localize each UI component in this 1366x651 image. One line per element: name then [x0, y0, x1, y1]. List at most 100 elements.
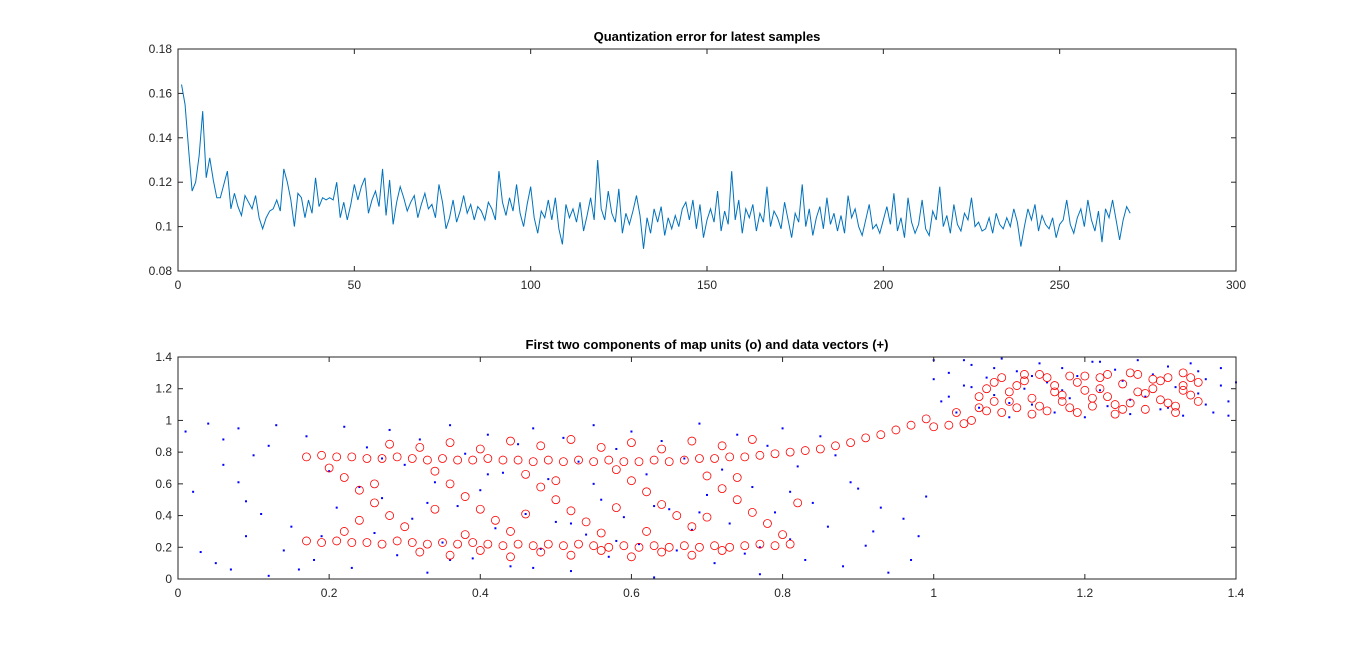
data-vector-point	[985, 376, 988, 379]
map-unit-marker	[642, 487, 651, 497]
data-vector-point	[713, 562, 716, 565]
map-unit-marker	[1004, 396, 1014, 406]
map-unit-marker	[596, 546, 606, 555]
map-unit-marker	[989, 396, 999, 406]
map-unit-marker	[1103, 370, 1112, 379]
data-vector-point	[1189, 362, 1192, 365]
map-unit-marker	[1171, 401, 1180, 411]
data-vector-point	[1129, 413, 1132, 416]
x-tick-label: 0.6	[623, 586, 640, 600]
data-vector-point	[962, 359, 965, 362]
data-vector-point	[706, 493, 708, 496]
map-unit-marker	[1103, 392, 1112, 402]
map-unit-marker	[1057, 390, 1067, 400]
data-vector-point	[501, 471, 504, 474]
y-tick-label: 0.16	[149, 86, 173, 100]
data-vector-point	[1204, 403, 1207, 406]
map-unit-marker	[664, 542, 674, 552]
x-tick-label: 100	[521, 278, 541, 292]
map-unit-marker	[755, 539, 765, 549]
data-vector-point	[932, 378, 935, 381]
data-vector-point	[479, 489, 482, 492]
map-unit-marker	[891, 425, 901, 435]
plot1-series-group	[181, 84, 1131, 249]
data-vector-point	[403, 463, 406, 466]
map-unit-marker	[1027, 409, 1037, 419]
map-unit-marker	[543, 539, 553, 549]
map-unit-marker	[785, 447, 795, 457]
map-unit-marker	[959, 419, 969, 429]
map-unit-marker	[513, 539, 523, 549]
data-vector-point	[615, 539, 618, 542]
map-unit-marker	[506, 527, 515, 536]
data-vector-point	[365, 446, 368, 449]
data-vector-point	[207, 422, 210, 425]
y-tick-label: 0.18	[149, 42, 173, 56]
map-unit-marker	[657, 500, 667, 509]
data-vector-point	[297, 568, 300, 571]
data-vector-point	[222, 438, 225, 441]
map-unit-marker	[687, 550, 697, 560]
map-unit-marker	[566, 435, 576, 444]
map-unit-marker	[453, 455, 463, 465]
map-unit-marker	[1118, 404, 1128, 414]
map-unit-marker	[581, 517, 591, 527]
data-vector-point	[1197, 370, 1200, 373]
data-vector-point	[615, 447, 618, 450]
map-unit-marker	[679, 455, 689, 465]
data-vector-point	[811, 501, 814, 504]
data-vector-point	[494, 527, 497, 530]
map-unit-marker	[793, 498, 803, 508]
x-tick-label: 300	[1226, 278, 1246, 292]
data-vector-point	[1212, 411, 1215, 414]
plot2-x-ticks: 0 0.2 0.4 0.6 0.8 1 1.2 1.4	[175, 357, 1245, 600]
map-unit-marker	[559, 541, 568, 551]
map-unit-marker	[997, 408, 1007, 417]
map-unit-marker	[339, 473, 349, 482]
map-unit-marker	[596, 442, 606, 452]
map-unit-marker	[627, 476, 636, 486]
map-unit-marker	[498, 541, 508, 551]
data-vector-point	[562, 436, 565, 439]
map-unit-marker	[1035, 370, 1044, 379]
map-unit-marker	[974, 392, 984, 402]
data-vector-point	[486, 473, 489, 476]
data-vector-point	[1159, 408, 1162, 411]
data-vector-point	[842, 565, 845, 568]
data-vector-point	[577, 460, 580, 463]
data-vector-point	[622, 516, 625, 519]
data-vector-point	[872, 530, 875, 533]
data-vector-point	[305, 435, 308, 438]
data-vector-point	[962, 384, 965, 387]
map-unit-marker	[717, 546, 727, 555]
data-vector-point	[547, 478, 550, 481]
map-unit-marker	[1193, 396, 1203, 406]
data-vector-point	[653, 576, 656, 579]
map-unit-marker	[1012, 381, 1022, 390]
data-vector-point	[607, 555, 610, 558]
data-vector-point	[1166, 406, 1169, 409]
data-vector-point	[252, 454, 255, 457]
map-unit-marker	[1042, 373, 1052, 383]
map-unit-marker	[536, 441, 546, 451]
map-unit-marker	[422, 539, 432, 549]
y-tick-label: 0.12	[149, 175, 173, 189]
data-vector-point	[381, 497, 384, 500]
data-vector-point	[456, 505, 459, 508]
data-vector-point	[517, 443, 520, 446]
map-unit-marker	[407, 538, 417, 547]
map-unit-marker	[747, 508, 757, 517]
plot1-axes	[177, 48, 1237, 272]
y-tick-label: 0.6	[155, 477, 172, 491]
data-vector-point	[426, 501, 429, 504]
map-unit-marker	[747, 435, 757, 444]
map-unit-marker	[687, 436, 697, 446]
data-vector-point	[554, 520, 557, 523]
map-unit-marker	[982, 384, 992, 394]
map-unit-marker	[846, 438, 855, 448]
x-tick-label: 0.2	[321, 586, 338, 600]
map-unit-marker	[347, 452, 357, 462]
data-vector-point	[396, 554, 399, 557]
map-unit-marker	[725, 542, 735, 552]
